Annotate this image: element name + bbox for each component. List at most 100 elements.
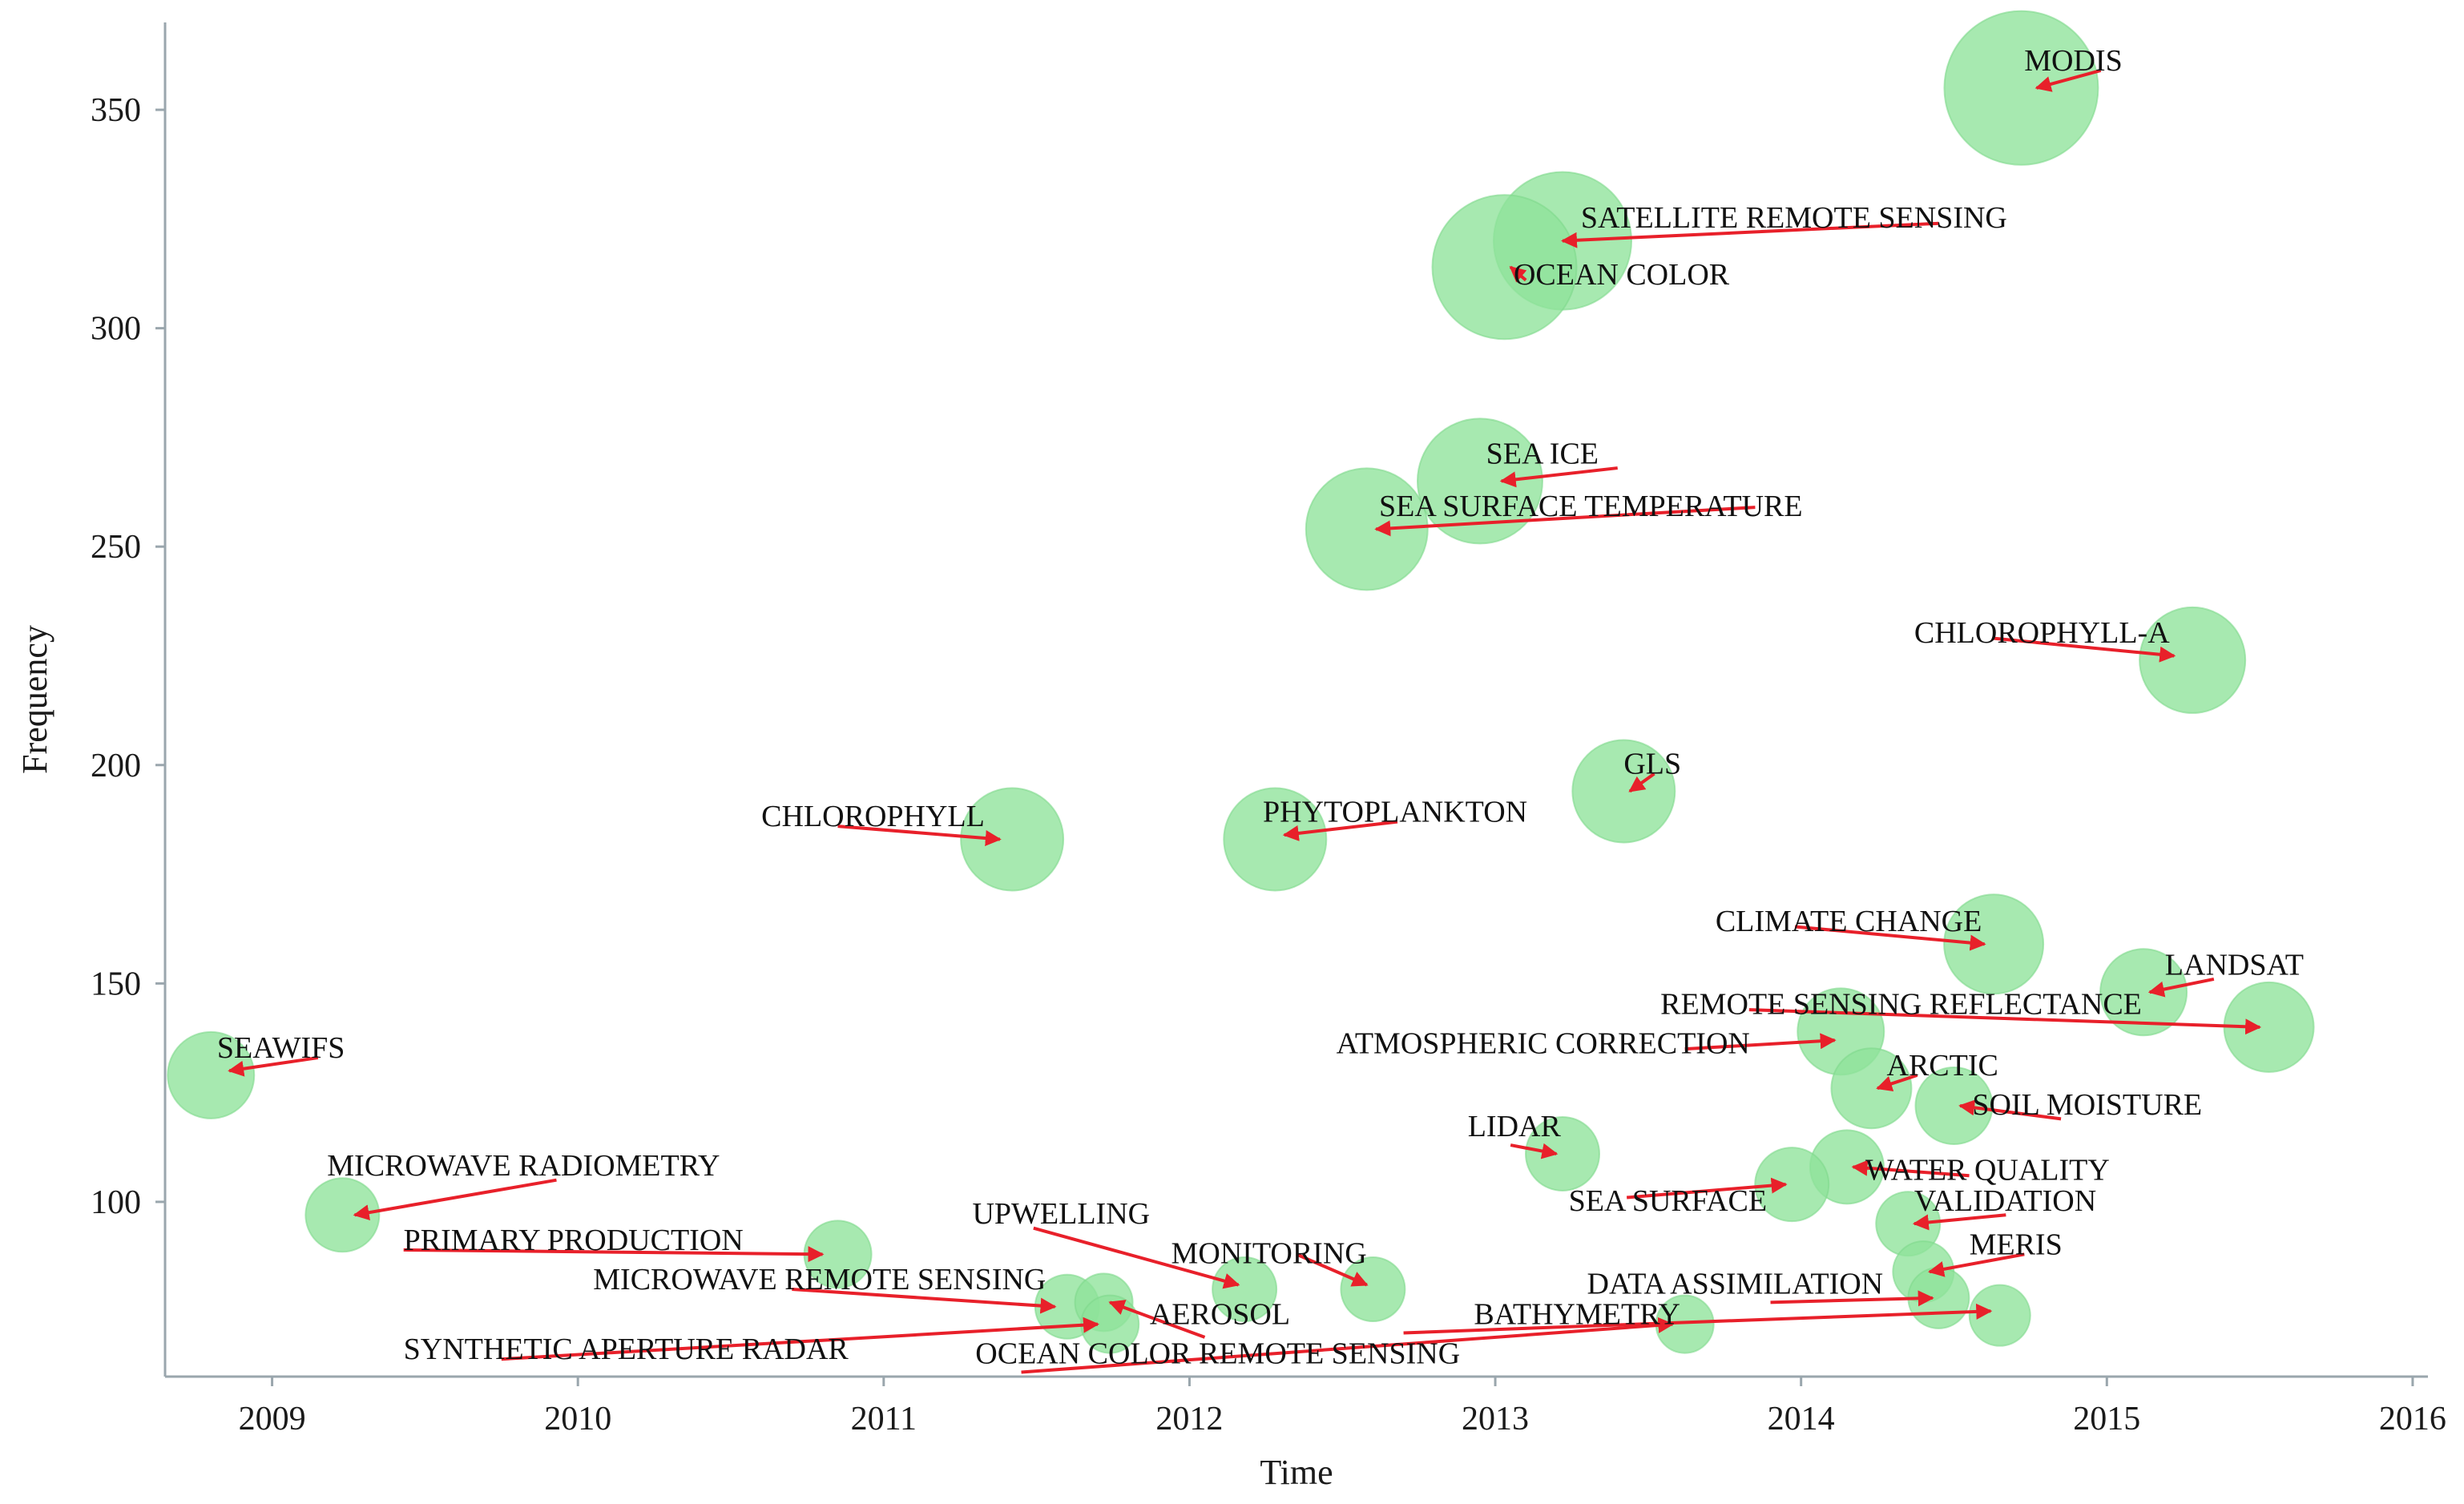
label-data-assimilation: DATA ASSIMILATION xyxy=(1587,1267,1884,1300)
x-tick-label: 2010 xyxy=(544,1401,611,1437)
bubble-ocean-color xyxy=(1431,194,1578,341)
x-tick-label: 2012 xyxy=(1155,1401,1223,1437)
x-tick-label: 2016 xyxy=(2379,1401,2446,1437)
label-ocean-color: OCEAN COLOR xyxy=(1514,258,1730,292)
pointer-arrow xyxy=(2035,69,2102,92)
x-tick-label: 2009 xyxy=(239,1401,306,1437)
bubble-landsat xyxy=(2099,948,2188,1037)
pointer-arrow xyxy=(1403,1303,1993,1335)
label-chlorophyll: CHLOROPHYLL xyxy=(761,800,985,833)
x-axis-ticks: 2009 2010 2011 2012 2013 2014 2015 2016 xyxy=(239,1377,2446,1437)
pointer-arrow xyxy=(1851,1159,1970,1178)
pointer-arrow xyxy=(228,1056,319,1077)
label-chlorophyll-a: CHLOROPHYLL-A xyxy=(1914,616,2170,650)
label-synthetic-aperture-radar: SYNTHETIC APERTURE RADAR xyxy=(404,1333,849,1366)
pointer-arrow xyxy=(403,1246,825,1263)
bubble-soil-moisture xyxy=(1914,1067,1994,1145)
label-aerosol: AEROSOL xyxy=(1150,1298,1290,1332)
y-tick-label: 200 xyxy=(91,748,141,784)
bubble-climate-change xyxy=(1943,893,2045,995)
label-sea-surface-temperature: SEA SURFACE TEMPERATURE xyxy=(1379,490,1803,523)
y-axis-ticks: 100 150 200 250 300 350 xyxy=(91,92,165,1221)
bubble-lidar xyxy=(1525,1115,1601,1192)
bubble-microwave-radiometry xyxy=(304,1177,381,1253)
pointer-arrow xyxy=(1993,636,2176,663)
pointer-arrow xyxy=(837,825,1002,846)
bubbles-layer xyxy=(167,10,2315,1354)
keyword-labels-layer: MODIS SATELLITE REMOTE SENSING OCEAN COLOR… xyxy=(217,44,2304,1371)
y-axis-title: Frequency xyxy=(15,625,54,774)
label-remote-sensing-reflectance: REMOTE SENSING REFLECTANCE xyxy=(1660,988,2142,1022)
label-arctic: ARCTIC xyxy=(1887,1049,1998,1083)
pointer-arrow xyxy=(1033,1226,1240,1289)
pointer-arrow xyxy=(1282,820,1398,841)
label-microwave-remote-sensing: MICROWAVE REMOTE SENSING xyxy=(593,1263,1046,1296)
bubble-sea-ice xyxy=(1416,417,1543,545)
bubble-chlorophyll xyxy=(960,787,1065,892)
bubble-upwelling xyxy=(1212,1256,1278,1322)
pointer-arrow xyxy=(1509,265,1527,283)
pointer-arrow xyxy=(1770,1290,1934,1307)
label-atmospheric-correction: ATMOSPHERIC CORRECTION xyxy=(1337,1027,1750,1061)
label-satellite-remote-sensing: SATELLITE REMOTE SENSING xyxy=(1581,201,2007,235)
label-phytoplankton: PHYTOPLANKTON xyxy=(1263,796,1527,829)
bubble-arctic xyxy=(1830,1047,1913,1130)
label-monitoring: MONITORING xyxy=(1172,1236,1367,1270)
pointer-arrow xyxy=(1684,1033,1837,1051)
y-tick-label: 350 xyxy=(91,92,141,129)
pointer-arrow xyxy=(1510,1143,1559,1159)
label-bathymetry: BATHYMETRY xyxy=(1474,1298,1680,1332)
label-primary-production: PRIMARY PRODUCTION xyxy=(404,1224,744,1257)
label-seawifs: SEAWIFS xyxy=(217,1031,345,1065)
pointer-arrow xyxy=(1626,1177,1788,1200)
label-water-quality: WATER QUALITY xyxy=(1865,1154,2110,1187)
label-climate-change: CLIMATE CHANGE xyxy=(1716,905,1982,938)
label-sea-surface: SEA SURFACE xyxy=(1569,1184,1767,1218)
y-tick-label: 300 xyxy=(91,311,141,348)
pointer-arrow xyxy=(1748,1008,2262,1035)
label-meris: MERIS xyxy=(1970,1228,2063,1261)
x-tick-label: 2014 xyxy=(1768,1401,1835,1437)
pointer-arrow xyxy=(2147,977,2215,998)
pointer-arrow xyxy=(1927,1252,2025,1277)
label-ocean-color-remote-sensing: OCEAN COLOR REMOTE SENSING xyxy=(975,1337,1460,1371)
x-axis-title: Time xyxy=(1260,1453,1333,1492)
pointer-arrow xyxy=(792,1287,1057,1314)
label-sea-ice: SEA ICE xyxy=(1486,437,1599,471)
x-tick-label: 2013 xyxy=(1462,1401,1529,1437)
label-validation: VALIDATION xyxy=(1914,1184,2096,1218)
pointer-arrow xyxy=(1499,466,1618,488)
bubble-seawifs xyxy=(167,1030,256,1119)
pointer-arrow xyxy=(353,1178,557,1221)
x-tick-label: 2011 xyxy=(851,1401,917,1437)
label-gls: GLS xyxy=(1623,748,1681,781)
bubble-sea-surface-temperature xyxy=(1305,467,1429,591)
label-soil-moisture: SOIL MOISTURE xyxy=(1972,1088,2202,1122)
pointer-arrow xyxy=(501,1317,1099,1361)
pointer-arrow xyxy=(1912,1213,2006,1231)
bubble-modis xyxy=(1943,10,2099,166)
pointer-arrow xyxy=(1958,1099,2062,1121)
y-tick-label: 150 xyxy=(91,966,141,1002)
label-microwave-radiometry: MICROWAVE RADIOMETRY xyxy=(327,1149,720,1183)
bubble-gls xyxy=(1571,739,1676,844)
label-lidar: LIDAR xyxy=(1468,1110,1562,1143)
bubble-bathymetry xyxy=(1968,1284,2031,1347)
label-landsat: LANDSAT xyxy=(2165,948,2304,982)
x-tick-label: 2015 xyxy=(2073,1401,2140,1437)
label-upwelling: UPWELLING xyxy=(972,1197,1150,1231)
y-tick-label: 100 xyxy=(91,1184,141,1221)
pointer-arrow xyxy=(1794,925,1986,951)
pointer-arrow xyxy=(1374,506,1756,537)
arrows-layer xyxy=(228,69,2262,1374)
pointer-arrow xyxy=(1296,1252,1369,1287)
pointer-arrow xyxy=(1628,772,1655,793)
y-tick-label: 250 xyxy=(91,529,141,566)
axes-layer: 2009 2010 2011 2012 2013 2014 2015 2016 100 150 2… xyxy=(15,22,2446,1492)
pointer-arrow xyxy=(1561,221,1939,248)
pointer-arrow xyxy=(1021,1317,1675,1374)
bubble-sea-surface xyxy=(1754,1147,1830,1223)
bubble-chlorophyll-a xyxy=(2139,606,2247,714)
